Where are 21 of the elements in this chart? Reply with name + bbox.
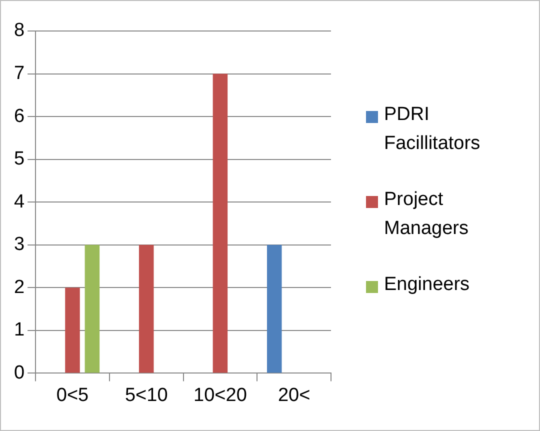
bar — [266, 244, 282, 373]
y-tick-label: 4 — [14, 191, 25, 212]
x-tick-label: 10<20 — [194, 384, 247, 406]
y-tick-label: 5 — [14, 148, 25, 170]
bar — [138, 244, 154, 373]
y-tick-label: 1 — [14, 320, 25, 341]
legend-label: PDRI Facillitators — [384, 103, 482, 156]
y-tick-label: 0 — [14, 362, 25, 384]
legend-label: Engineers — [384, 273, 471, 297]
y-tick-label: 8 — [14, 20, 25, 42]
bar — [84, 244, 100, 373]
x-tick-label: 20< — [278, 384, 310, 406]
x-tick-label: 0<5 — [56, 384, 89, 406]
bar — [65, 288, 80, 373]
y-tick-label: 7 — [14, 63, 25, 84]
bar — [212, 74, 228, 373]
y-tick-label: 3 — [14, 234, 25, 256]
x-tick-label: 5<10 — [124, 384, 168, 406]
y-tick-label: 6 — [14, 106, 25, 127]
legend-label: Project Managers — [384, 188, 470, 241]
y-tick-label: 2 — [14, 276, 25, 298]
